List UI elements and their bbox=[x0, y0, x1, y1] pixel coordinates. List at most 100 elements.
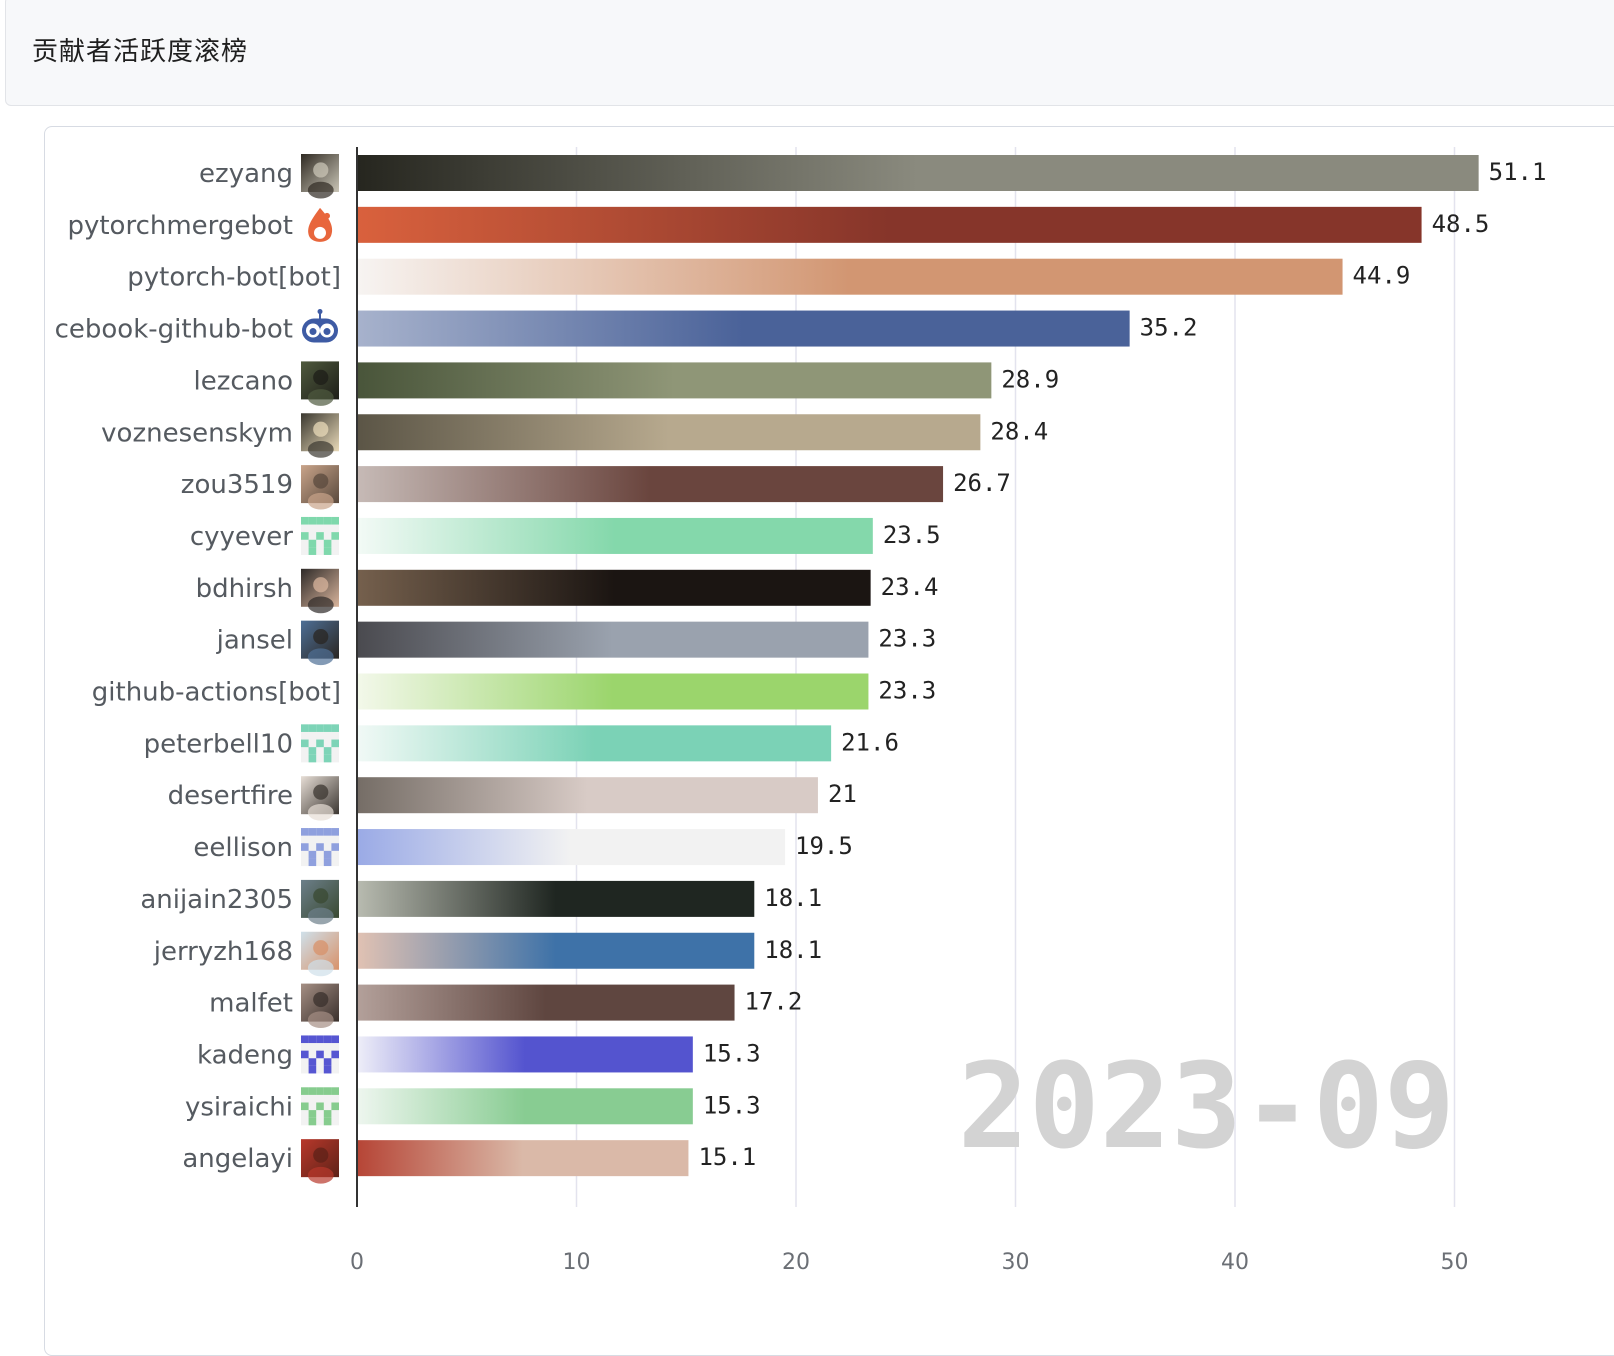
x-tick-label: 50 bbox=[1441, 1250, 1469, 1275]
value-label: 21 bbox=[828, 780, 857, 808]
x-tick-label: 40 bbox=[1221, 1250, 1249, 1275]
value-label: 28.9 bbox=[1001, 365, 1059, 393]
avatar bbox=[301, 879, 339, 925]
bar bbox=[357, 984, 735, 1021]
bar-row: peterbell10 21.6 bbox=[144, 724, 899, 763]
bar bbox=[357, 932, 755, 969]
avatar bbox=[301, 465, 339, 510]
bars: ezyang 51.1 pytorchmergebot 48.5 pytorch-bot… bbox=[55, 154, 1547, 1184]
bar-row: ysiraichi 15.3 bbox=[185, 1087, 761, 1126]
bar bbox=[357, 414, 981, 451]
avatar bbox=[301, 620, 339, 666]
avatar bbox=[301, 1087, 339, 1126]
contributor-name: cebook-github-bot bbox=[55, 315, 293, 345]
value-label: 23.5 bbox=[883, 521, 941, 549]
contributor-name: jerryzh168 bbox=[153, 937, 293, 967]
bar-row: voznesenskym 28.4 bbox=[101, 413, 1048, 458]
bar-row: ezyang 51.1 bbox=[199, 154, 1547, 199]
contributor-name: zou3519 bbox=[181, 470, 293, 500]
x-tick-label: 20 bbox=[782, 1250, 810, 1275]
contributor-name: kadeng bbox=[197, 1040, 293, 1070]
bar-row: pytorch-bot[bot] 44.9 bbox=[127, 258, 1411, 295]
value-label: 23.3 bbox=[878, 677, 936, 705]
card-title: 贡献者活跃度滚榜 bbox=[32, 37, 249, 67]
value-label: 48.5 bbox=[1432, 210, 1490, 238]
avatar bbox=[301, 1035, 339, 1074]
avatar bbox=[301, 776, 339, 821]
chart-panel: 2023-09 ezyang 51.1 pytorchmergebot 48.5 pyt… bbox=[44, 126, 1614, 1356]
contributor-name: desertfire bbox=[168, 781, 293, 811]
bar bbox=[357, 310, 1130, 347]
bar bbox=[357, 569, 871, 606]
bar-row: lezcano 28.9 bbox=[194, 361, 1059, 406]
avatar bbox=[301, 516, 339, 555]
contributor-name: peterbell10 bbox=[144, 729, 293, 759]
contributor-name: jansel bbox=[216, 626, 293, 656]
bar bbox=[357, 1140, 689, 1177]
bar bbox=[357, 258, 1343, 295]
avatar bbox=[301, 1139, 339, 1184]
bar bbox=[357, 725, 832, 762]
bar-row: pytorchmergebot 48.5 bbox=[67, 206, 1490, 243]
x-axis: 0 10 20 30 40 50 bbox=[350, 147, 1469, 1275]
robot-icon bbox=[302, 309, 338, 343]
bar-row: malfet 17.2 bbox=[209, 983, 803, 1029]
avatar bbox=[301, 361, 339, 406]
value-label: 18.1 bbox=[764, 884, 822, 912]
bar-row: bdhirsh 23.4 bbox=[196, 568, 939, 614]
bar-row: cebook-github-bot 35.2 bbox=[55, 309, 1198, 347]
value-label: 26.7 bbox=[953, 469, 1011, 497]
value-label: 19.5 bbox=[795, 832, 853, 860]
contributor-name: lezcano bbox=[194, 366, 293, 396]
contributor-name: voznesenskym bbox=[101, 418, 293, 448]
avatar bbox=[301, 828, 339, 867]
contributor-name: cyyever bbox=[190, 522, 293, 552]
avatar bbox=[301, 983, 339, 1029]
bar bbox=[357, 155, 1479, 191]
x-tick-label: 0 bbox=[350, 1250, 364, 1275]
period-watermark: 2023-09 bbox=[958, 1037, 1455, 1175]
bar-row: angelayi 15.1 bbox=[182, 1139, 756, 1184]
contributor-name: github-actions[bot] bbox=[92, 678, 341, 708]
value-label: 23.4 bbox=[881, 573, 939, 601]
contributor-name: ysiraichi bbox=[185, 1092, 293, 1122]
avatar bbox=[301, 931, 339, 977]
contributor-name: eellison bbox=[193, 833, 293, 863]
contributor-name: ezyang bbox=[199, 159, 293, 189]
value-label: 21.6 bbox=[841, 728, 899, 756]
avatar bbox=[301, 568, 339, 614]
contributor-name: malfet bbox=[209, 989, 293, 1019]
value-label: 15.1 bbox=[698, 1143, 756, 1171]
value-label: 35.2 bbox=[1140, 314, 1198, 342]
bar bbox=[357, 880, 755, 917]
bar bbox=[357, 466, 944, 503]
bar-row: anijain2305 18.1 bbox=[140, 879, 822, 925]
bar bbox=[357, 621, 869, 658]
flame-icon bbox=[308, 207, 333, 242]
bar-row: github-actions[bot] 23.3 bbox=[92, 673, 936, 710]
bar bbox=[357, 777, 818, 814]
contributor-name: bdhirsh bbox=[196, 574, 293, 604]
bar bbox=[357, 206, 1422, 243]
avatar bbox=[301, 154, 339, 199]
value-label: 44.9 bbox=[1353, 262, 1411, 290]
avatar bbox=[301, 413, 339, 458]
value-label: 17.2 bbox=[745, 988, 803, 1016]
contributor-name: pytorchmergebot bbox=[67, 211, 293, 241]
value-label: 23.3 bbox=[878, 625, 936, 653]
bar-row: jansel 23.3 bbox=[216, 620, 936, 666]
card-header: 贡献者活跃度滚榜 bbox=[5, 0, 1614, 106]
value-label: 51.1 bbox=[1489, 158, 1547, 186]
bar bbox=[357, 1088, 693, 1125]
x-tick-label: 30 bbox=[1002, 1250, 1030, 1275]
bar bbox=[357, 362, 992, 399]
bar-row: desertfire 21 bbox=[168, 776, 857, 821]
value-label: 15.3 bbox=[703, 1091, 761, 1119]
bar-row: zou3519 26.7 bbox=[181, 465, 1011, 510]
x-tick-label: 10 bbox=[563, 1250, 591, 1275]
bar-row: jerryzh168 18.1 bbox=[153, 931, 822, 977]
value-label: 18.1 bbox=[764, 936, 822, 964]
value-label: 28.4 bbox=[990, 417, 1048, 445]
contributor-name: pytorch-bot[bot] bbox=[127, 263, 341, 293]
